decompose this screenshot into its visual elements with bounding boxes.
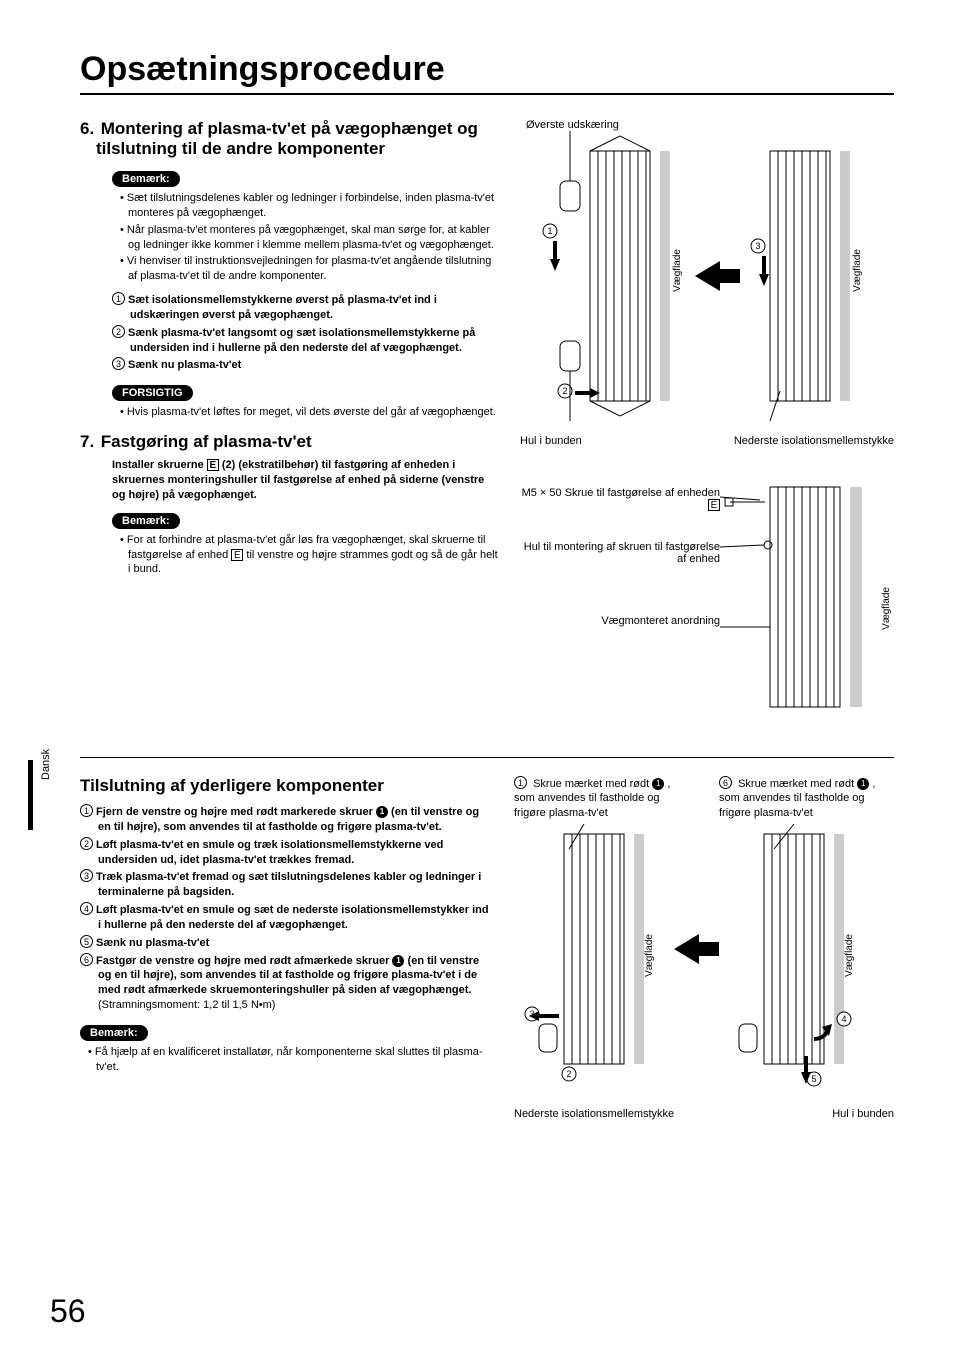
step-text: Sænk nu plasma-tv'et bbox=[128, 359, 241, 371]
intro-pre: Installer skruerne bbox=[112, 459, 207, 471]
label-e: E bbox=[231, 549, 243, 561]
wall-label: Vægflade bbox=[844, 934, 855, 977]
step-text: Sæt isolationsmellemstykkerne øverst på … bbox=[128, 294, 437, 321]
wall-label: Vægflade bbox=[852, 249, 863, 292]
screw-red-label-right: 6 Skrue mærket med rødt 1 , som anvendes… bbox=[719, 776, 894, 820]
svg-text:4: 4 bbox=[841, 1014, 846, 1024]
wall-label: Vægflade bbox=[644, 934, 655, 977]
svg-text:3: 3 bbox=[755, 241, 760, 251]
side-bar bbox=[28, 760, 33, 830]
step-item: 2Sænk plasma-tv'et langsomt og sæt isola… bbox=[112, 325, 500, 356]
page-number: 56 bbox=[50, 1293, 86, 1330]
note-item: Når plasma-tv'et monteres på vægophænget… bbox=[120, 223, 500, 253]
torque-note: (Stramningsmoment: 1,2 til 1,5 N•m) bbox=[98, 999, 275, 1011]
lower-diagram: 3 2 bbox=[514, 824, 894, 1104]
lower-bottom-labels: Nederste isolationsmellemstykke Hul i bu… bbox=[514, 1108, 894, 1120]
fig1-bottom-labels: Hul i bunden Nederste isolationsmellemst… bbox=[520, 435, 894, 447]
note-pill: Bemærk: bbox=[112, 171, 180, 187]
lower-top-labels: 1 Skrue mærket med rødt 1 , som anvendes… bbox=[514, 776, 894, 820]
svg-text:2: 2 bbox=[566, 1069, 571, 1079]
figure-lower: 3 2 bbox=[514, 824, 894, 1104]
step-item: 6Fastgør de venstre og højre med rødt af… bbox=[80, 953, 494, 1013]
wall-label: Vægflade bbox=[881, 587, 892, 630]
left-column: 6. Montering af plasma-tv'et på vægophæn… bbox=[80, 119, 500, 727]
screw-hole-label: Hul til montering af skruen til fastgøre… bbox=[520, 541, 720, 565]
note-item: For at forhindre at plasma-tv'et går løs… bbox=[120, 533, 500, 578]
svg-text:5: 5 bbox=[811, 1074, 816, 1084]
section6-caution: Hvis plasma-tv'et løftes for meget, vil … bbox=[112, 405, 500, 420]
lower-content: Tilslutning af yderligere komponenter 1F… bbox=[80, 776, 894, 1120]
step-item: 1Sæt isolationsmellemstykkerne øverst på… bbox=[112, 292, 500, 323]
lower-heading: Tilslutning af yderligere komponenter bbox=[80, 776, 494, 796]
screw-m5-label: M5 × 50 Skrue til fastgørelse af enheden… bbox=[520, 487, 720, 511]
step-item: 3Træk plasma-tv'et fremad og sæt tilslut… bbox=[80, 869, 494, 900]
screw-red-label-left: 1 Skrue mærket med rødt 1 , som anvendes… bbox=[514, 776, 689, 820]
securing-diagram bbox=[720, 477, 880, 727]
section6-heading-text: Montering af plasma-tv'et på vægophænget… bbox=[96, 119, 478, 158]
title-rule bbox=[80, 93, 894, 95]
top-cut-label: Øverste udskæring bbox=[526, 119, 894, 131]
section7-notes: For at forhindre at plasma-tv'et går løs… bbox=[112, 533, 500, 578]
upper-content: 6. Montering af plasma-tv'et på vægophæn… bbox=[80, 119, 894, 727]
lower-left: Tilslutning af yderligere komponenter 1F… bbox=[80, 776, 494, 1120]
step-item: 3Sænk nu plasma-tv'et bbox=[112, 357, 500, 373]
note-pill: Bemærk: bbox=[112, 513, 180, 529]
page-title: Opsætningsprocedure bbox=[80, 50, 894, 89]
svg-text:1: 1 bbox=[547, 226, 552, 236]
section7-intro: Installer skruerne E (2) (ekstratilbehør… bbox=[112, 458, 500, 503]
section6-notes: Sæt tilslutningsdelenes kabler og lednin… bbox=[112, 191, 500, 284]
wall-label: Vægflade bbox=[672, 249, 683, 292]
lower-right: 1 Skrue mærket med rødt 1 , som anvendes… bbox=[514, 776, 894, 1120]
svg-text:2: 2 bbox=[562, 386, 567, 396]
bottom-hole-label: Hul i bunden bbox=[520, 435, 582, 447]
step-item: 4Løft plasma-tv'et en smule og sæt de ne… bbox=[80, 902, 494, 933]
figure-securing: M5 × 50 Skrue til fastgørelse af enheden… bbox=[520, 477, 894, 727]
right-column: Øverste udskæring bbox=[520, 119, 894, 727]
note-pill: Bemærk: bbox=[80, 1025, 148, 1041]
section7-heading-text: Fastgøring af plasma-tv'et bbox=[101, 432, 312, 451]
note-item: Få hjælp af en kvalificeret installatør,… bbox=[88, 1045, 494, 1075]
lower-steps: 1Fjern de venstre og højre med rødt mark… bbox=[80, 804, 494, 1013]
language-tab: Dansk bbox=[40, 749, 52, 780]
step-text: Sænk plasma-tv'et langsomt og sæt isolat… bbox=[128, 327, 475, 354]
section6-heading: 6. Montering af plasma-tv'et på vægophæn… bbox=[80, 119, 500, 159]
section7-heading: 7. Fastgøring af plasma-tv'et bbox=[80, 432, 500, 452]
step-item: 5Sænk nu plasma-tv'et bbox=[80, 935, 494, 951]
figure-mounting: Øverste udskæring bbox=[520, 119, 894, 447]
note-item: Sæt tilslutningsdelenes kabler og lednin… bbox=[120, 191, 500, 221]
label-e: E bbox=[207, 459, 219, 471]
section-separator bbox=[80, 757, 894, 758]
note-item: Vi henviser til instruktionsvejledningen… bbox=[120, 254, 500, 284]
caution-pill: FORSIGTIG bbox=[112, 385, 193, 401]
bottom-spacer-label: Nederste isolationsmellemstykke bbox=[514, 1108, 674, 1120]
wall-device-label: Vægmonteret anordning bbox=[520, 615, 720, 627]
bottom-spacer-label: Nederste isolationsmellemstykke bbox=[734, 435, 894, 447]
mounting-diagram: 1 2 bbox=[520, 131, 880, 431]
step-item: 2Løft plasma-tv'et en smule og træk isol… bbox=[80, 837, 494, 868]
bottom-hole-label: Hul i bunden bbox=[832, 1108, 894, 1120]
caution-item: Hvis plasma-tv'et løftes for meget, vil … bbox=[120, 405, 500, 420]
lower-notes: Få hjælp af en kvalificeret installatør,… bbox=[80, 1045, 494, 1075]
step-item: 1Fjern de venstre og højre med rødt mark… bbox=[80, 804, 494, 835]
section6-steps: 1Sæt isolationsmellemstykkerne øverst på… bbox=[112, 292, 500, 373]
